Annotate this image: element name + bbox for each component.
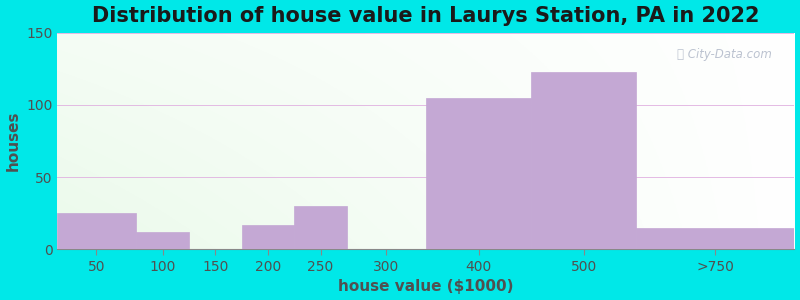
Title: Distribution of house value in Laurys Station, PA in 2022: Distribution of house value in Laurys St… xyxy=(92,6,760,26)
Bar xyxy=(58,213,136,250)
Bar xyxy=(294,206,347,250)
Y-axis label: houses: houses xyxy=(6,111,21,171)
X-axis label: house value ($1000): house value ($1000) xyxy=(338,279,514,294)
Bar xyxy=(531,72,637,250)
Bar xyxy=(136,232,189,250)
Bar xyxy=(426,98,531,250)
Bar xyxy=(242,225,294,250)
Text: ⓘ City-Data.com: ⓘ City-Data.com xyxy=(678,48,772,61)
Bar xyxy=(637,228,794,250)
